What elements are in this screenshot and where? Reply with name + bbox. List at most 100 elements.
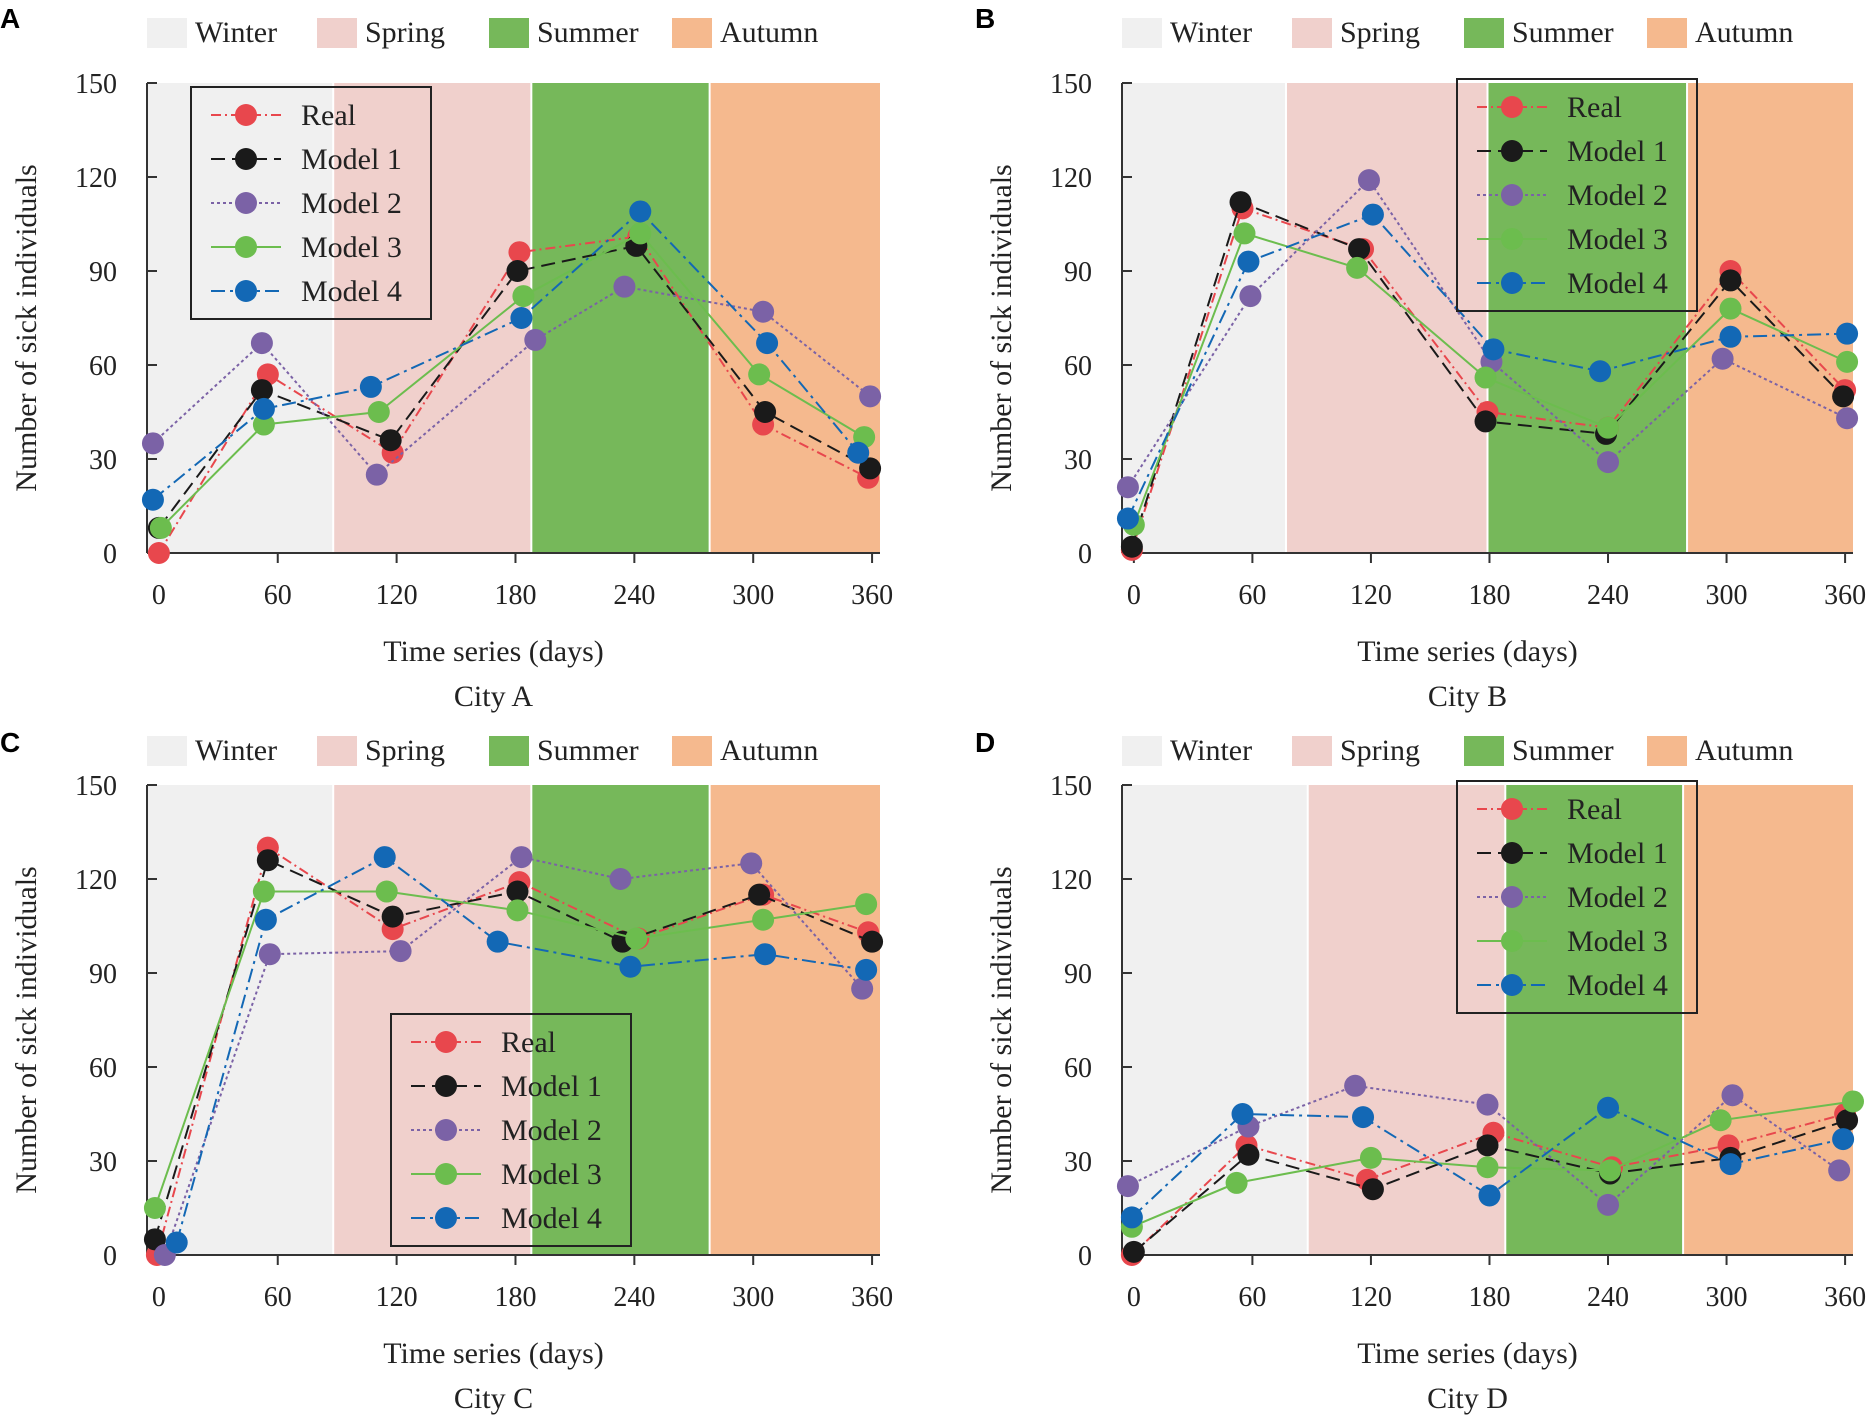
data-point	[1352, 1106, 1375, 1129]
data-point	[1122, 1240, 1145, 1263]
series-model-2	[153, 846, 874, 1266]
data-point	[250, 379, 273, 402]
season-swatch-spring	[317, 736, 357, 766]
data-point	[165, 1231, 188, 1254]
data-point	[1709, 1109, 1732, 1132]
legend-marker	[1501, 930, 1523, 952]
season-band-winter	[147, 785, 334, 1255]
y-tick-label: 60	[89, 1053, 117, 1084]
season-bands	[1122, 83, 1853, 553]
data-point	[1357, 169, 1380, 192]
legend-label: Real	[301, 99, 356, 132]
series-legend: Real Model 1 Model 2 Model 3 Model 4	[190, 86, 432, 320]
season-label-summer: Summer	[537, 16, 639, 49]
y-tick-label: 90	[89, 959, 117, 990]
series-legend: Real Model 1 Model 2 Model 3 Model 4	[1456, 780, 1698, 1014]
data-point	[1120, 535, 1143, 558]
data-point	[143, 1228, 166, 1251]
data-point	[252, 397, 275, 420]
data-point	[250, 332, 273, 355]
x-tick-label: 0	[1127, 1282, 1141, 1313]
season-label-summer: Summer	[1512, 734, 1614, 767]
legend-box	[390, 1013, 632, 1247]
data-point	[1836, 407, 1859, 430]
series-legend: Real Model 1 Model 2 Model 3 Model 4	[1456, 78, 1698, 312]
data-point	[1474, 410, 1497, 433]
data-point	[1233, 222, 1256, 245]
x-tick-label: 0	[152, 1282, 166, 1313]
season-label-winter: Winter	[1170, 734, 1252, 767]
data-point	[1225, 1171, 1248, 1194]
x-tick-label: 0	[1127, 580, 1141, 611]
data-point	[752, 300, 775, 323]
y-tick-label: 150	[75, 69, 117, 100]
legend-label: Model 2	[501, 1114, 602, 1147]
x-tick-label: 360	[851, 580, 893, 611]
data-point	[625, 927, 648, 950]
season-swatch-spring	[1292, 736, 1332, 766]
legend-box	[190, 86, 432, 320]
legend-marker	[435, 1207, 457, 1229]
season-swatch-winter	[1122, 736, 1162, 766]
season-swatch-autumn	[1647, 736, 1687, 766]
data-point	[252, 880, 275, 903]
series-model-3	[143, 880, 878, 1219]
panel-letter: C	[0, 727, 20, 758]
data-point	[855, 958, 878, 981]
legend-label: Model 1	[1567, 837, 1668, 870]
series-model-3	[1122, 222, 1859, 536]
season-swatch-spring	[1292, 18, 1332, 48]
data-point	[1116, 1175, 1139, 1198]
legend-marker	[1501, 184, 1523, 206]
x-tick-label: 300	[1706, 1282, 1748, 1313]
data-point	[1597, 451, 1620, 474]
legend-marker	[235, 104, 257, 126]
legend-label: Real	[1567, 91, 1622, 124]
x-tick-label: 240	[1587, 1282, 1629, 1313]
legend-marker	[1501, 228, 1523, 250]
season-label-autumn: Autumn	[720, 734, 818, 767]
y-tick-label: 150	[75, 771, 117, 802]
data-point	[752, 908, 775, 931]
y-tick-label: 0	[1078, 1241, 1092, 1272]
y-tick-label: 60	[89, 351, 117, 382]
data-point	[508, 241, 531, 264]
y-tick-label: 0	[103, 1241, 117, 1272]
season-label-winter: Winter	[195, 734, 277, 767]
data-point	[1237, 1143, 1260, 1166]
season-label-summer: Summer	[1512, 16, 1614, 49]
data-point	[847, 441, 870, 464]
x-axis-title: Time series (days)	[383, 635, 604, 668]
legend-marker	[235, 192, 257, 214]
legend-marker	[1501, 798, 1523, 820]
x-tick-label: 0	[152, 580, 166, 611]
panel-d: D Winter Spring Summer Autumn 0 30 60 90 120 150 0 6…	[975, 727, 1866, 1415]
legend-marker	[435, 1031, 457, 1053]
series-model-4	[1116, 203, 1859, 530]
chart-caption: City B	[1428, 680, 1507, 713]
x-tick-label: 60	[1238, 580, 1266, 611]
y-tick-label: 60	[1064, 1053, 1092, 1084]
axes: 0 30 60 90 120 150 0 60 120 180 240 300 360	[1050, 69, 1866, 611]
series-model-2	[1116, 1074, 1851, 1216]
data-point	[748, 363, 771, 386]
x-tick-label: 240	[1587, 580, 1629, 611]
data-point	[1836, 350, 1859, 373]
season-label-spring: Spring	[365, 734, 445, 767]
season-band-autumn	[709, 83, 880, 553]
chart-caption: City A	[454, 680, 534, 713]
y-tick-label: 150	[1050, 69, 1092, 100]
y-tick-label: 120	[75, 163, 117, 194]
legend-label: Model 1	[301, 143, 402, 176]
data-point	[1344, 1074, 1367, 1097]
data-point	[1832, 385, 1855, 408]
x-tick-label: 180	[494, 1282, 536, 1313]
x-tick-label: 360	[1824, 1282, 1866, 1313]
panel-letter: B	[975, 3, 995, 34]
data-point	[1597, 1193, 1620, 1216]
legend-marker	[435, 1075, 457, 1097]
data-point	[143, 1197, 166, 1219]
data-point	[1597, 416, 1620, 439]
x-tick-label: 120	[1350, 1282, 1392, 1313]
